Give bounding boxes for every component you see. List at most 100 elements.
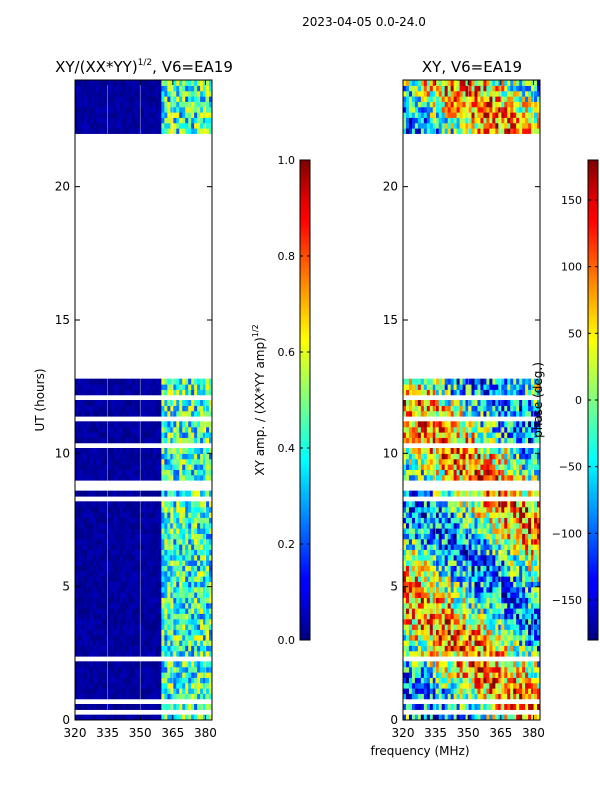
- heatmap-cell: [435, 544, 440, 550]
- heatmap-cell: [510, 682, 514, 689]
- heatmap-cell: [185, 384, 189, 390]
- heatmap-cell: [447, 474, 452, 481]
- heatmap-cell: [489, 645, 493, 652]
- heatmap-cell: [161, 693, 165, 700]
- heatmap-cell: [188, 490, 192, 497]
- heatmap-cell: [438, 624, 443, 630]
- heatmap-cell: [408, 544, 413, 550]
- heatmap-cell: [480, 517, 485, 524]
- heatmap-cell: [486, 576, 490, 582]
- heatmap-cell: [143, 474, 148, 481]
- heatmap-cell: [408, 522, 413, 529]
- heatmap-cell: [203, 704, 207, 710]
- heatmap-cell: [200, 624, 204, 630]
- heatmap-cell: [462, 613, 467, 620]
- heatmap-cell: [194, 640, 198, 646]
- heatmap-cell: [426, 554, 431, 561]
- heatmap-cell: [429, 704, 434, 710]
- heatmap-cell: [167, 624, 171, 630]
- heatmap-cell: [140, 640, 145, 646]
- heatmap-cell: [474, 512, 479, 518]
- heatmap-cell: [507, 474, 511, 481]
- heatmap-cell: [92, 597, 97, 604]
- heatmap-cell: [426, 682, 431, 689]
- heatmap-cell: [468, 688, 473, 694]
- heatmap-cell: [209, 96, 212, 102]
- heatmap-cell: [167, 538, 171, 545]
- heatmap-cell: [414, 672, 419, 678]
- heatmap-cell: [110, 592, 115, 598]
- heatmap-cell: [516, 650, 520, 657]
- heatmap-cell: [80, 389, 85, 396]
- heatmap-cell: [134, 501, 139, 508]
- heatmap-cell: [438, 592, 443, 598]
- heatmap-cell: [525, 565, 529, 572]
- heatmap-cell: [209, 704, 212, 710]
- heatmap-cell: [504, 469, 508, 476]
- heatmap-cell: [200, 378, 204, 385]
- heatmap-cell: [459, 688, 464, 694]
- heatmap-cell: [471, 528, 476, 534]
- heatmap-cell: [498, 512, 502, 518]
- heatmap-cell: [489, 554, 493, 561]
- y-tick-label: 5: [62, 580, 70, 594]
- heatmap-cell: [501, 554, 505, 561]
- heatmap-cell: [116, 592, 121, 598]
- heatmap-cell: [456, 666, 461, 673]
- heatmap-cell: [528, 608, 532, 614]
- heatmap-cell: [131, 448, 136, 454]
- heatmap-cell: [146, 640, 151, 646]
- heatmap-cell: [131, 693, 136, 700]
- heatmap-cell: [146, 432, 151, 438]
- heatmap-cell: [92, 688, 97, 694]
- heatmap-cell: [456, 576, 461, 582]
- heatmap-cell: [137, 682, 142, 689]
- heatmap-cell: [403, 645, 407, 652]
- heatmap-cell: [498, 570, 502, 577]
- heatmap-cell: [522, 613, 526, 620]
- heatmap-cell: [131, 85, 136, 92]
- heatmap-cell: [98, 688, 103, 694]
- heatmap-cell: [188, 96, 192, 102]
- heatmap-cell: [185, 565, 189, 572]
- heatmap-cell: [110, 448, 115, 454]
- heatmap-cell: [110, 506, 115, 513]
- heatmap-cell: [122, 581, 127, 588]
- heatmap-cell: [507, 592, 511, 598]
- heatmap-cell: [137, 512, 142, 518]
- heatmap-cell: [510, 533, 514, 540]
- heatmap-cell: [447, 512, 452, 518]
- heatmap-cell: [167, 618, 171, 625]
- heatmap-cell: [173, 650, 177, 657]
- heatmap-cell: [492, 624, 496, 630]
- heatmap-cell: [143, 90, 148, 97]
- heatmap-cell: [429, 490, 434, 497]
- heatmap-cell: [167, 629, 171, 636]
- heatmap-cell: [173, 96, 177, 102]
- heatmap-cell: [140, 544, 145, 550]
- heatmap-cell: [116, 624, 121, 630]
- heatmap-cell: [149, 554, 154, 561]
- heatmap-cell: [453, 613, 458, 620]
- heatmap-cell: [444, 624, 449, 630]
- heatmap-cell: [101, 549, 106, 556]
- heatmap-cell: [468, 522, 473, 529]
- heatmap-cell: [182, 410, 186, 417]
- heatmap-cell: [122, 544, 127, 550]
- heatmap-cell: [483, 544, 487, 550]
- heatmap-cell: [525, 640, 529, 646]
- heatmap-cell: [438, 608, 443, 614]
- heatmap-cell: [146, 400, 151, 406]
- heatmap-cell: [77, 501, 82, 508]
- heatmap-cell: [459, 592, 464, 598]
- heatmap-cell: [176, 528, 180, 534]
- heatmap-cell: [209, 688, 212, 694]
- heatmap-cell: [77, 128, 82, 134]
- heatmap-cell: [89, 608, 94, 614]
- heatmap-cell: [92, 405, 97, 412]
- heatmap-cell: [143, 112, 148, 118]
- heatmap-cell: [77, 101, 82, 108]
- heatmap-cell: [522, 634, 526, 641]
- heatmap-cell: [146, 688, 151, 694]
- heatmap-cell: [176, 693, 180, 700]
